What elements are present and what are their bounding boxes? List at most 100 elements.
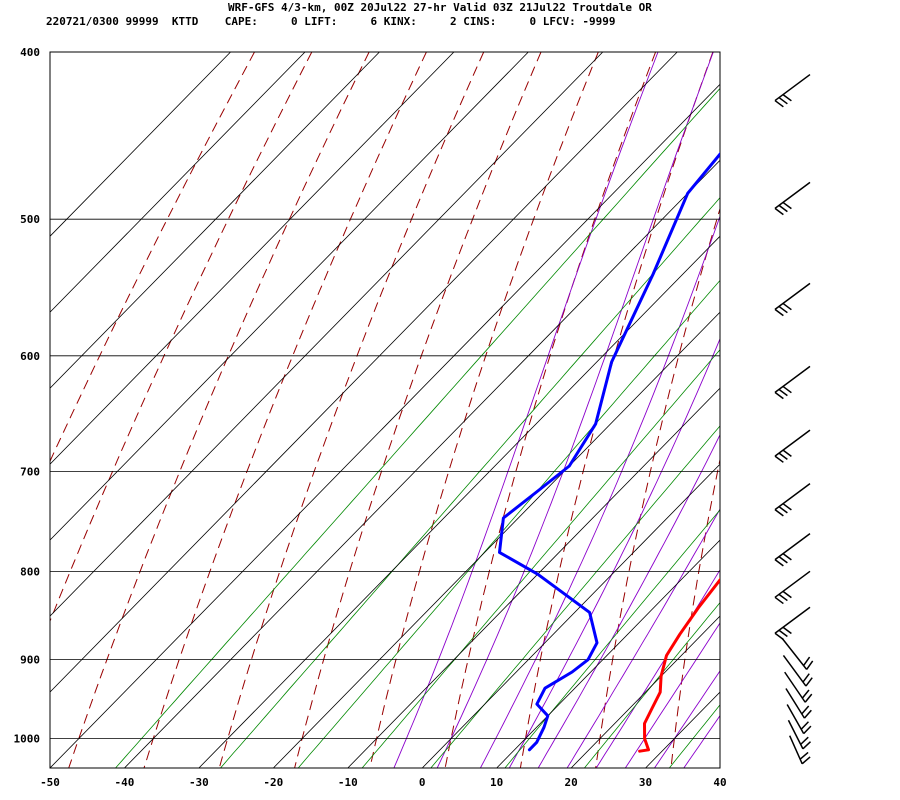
temperature-trace [638, 577, 720, 753]
wind-barb-flag [800, 721, 809, 730]
wind-barb-flag [778, 305, 788, 314]
chart-title: WRF-GFS 4/3-km, 00Z 20Jul22 27-hr Valid … [228, 1, 652, 14]
wind-barb-shaft [774, 282, 811, 311]
isotherm [421, 463, 720, 768]
dry-adiabat [670, 457, 720, 768]
wind-barb-flag [778, 593, 788, 602]
dry-adiabat [595, 207, 720, 768]
wind-barb [774, 483, 811, 517]
dry-adiabat [746, 52, 884, 768]
wind-barb-flag [782, 553, 792, 561]
wind-barb-shaft [774, 533, 811, 561]
isotherm [50, 52, 678, 693]
temperature-tick-label: 10 [490, 776, 503, 789]
wind-barb-flag [782, 590, 792, 599]
temperature-tick-label: 20 [564, 776, 577, 789]
dry-adiabat [519, 52, 714, 768]
wind-barb-flag [778, 204, 788, 213]
moist-adiabat [566, 508, 720, 768]
pressure-tick-label: 800 [20, 565, 40, 578]
isotherm [496, 539, 720, 768]
dry-adiabat [50, 52, 255, 463]
dewpoint-trace [498, 151, 720, 752]
wind-barb-flag [782, 449, 792, 457]
moist-adiabat [728, 52, 900, 768]
wind-barb [789, 735, 811, 765]
wind-barb-flag [778, 96, 788, 105]
wind-barb-flag [803, 709, 812, 719]
dry-adiabat [218, 52, 485, 768]
wind-barb-flag [802, 741, 812, 750]
wind-barb [774, 282, 811, 317]
temperature-tick-label: -20 [263, 776, 283, 789]
wind-barb-shaft [774, 429, 811, 457]
mixing-ratio-line [504, 509, 720, 768]
wind-barb-flag [806, 660, 814, 670]
wind-barb-shaft [782, 654, 807, 687]
dry-adiabat [50, 52, 313, 623]
wind-barb-flag [782, 201, 792, 210]
isotherm [347, 387, 720, 768]
wind-barb-flag [774, 391, 784, 400]
wind-barb-flag [774, 207, 784, 216]
wind-barb-flag [774, 596, 784, 605]
wind-barb [784, 671, 813, 703]
isotherm [50, 52, 306, 313]
pressure-tick-label: 600 [20, 350, 40, 363]
wind-barb-flag [802, 673, 810, 683]
pressure-tick-label: 400 [20, 46, 40, 59]
isotherm [50, 83, 720, 768]
dry-adiabat [822, 52, 900, 768]
wind-barb-flag [774, 559, 784, 567]
wind-barb-flag [782, 385, 792, 394]
wind-barb [774, 606, 811, 641]
isotherm [50, 52, 529, 541]
temperature-tick-label: -40 [115, 776, 135, 789]
wind-barb-shaft [774, 365, 811, 394]
moist-adiabat [624, 622, 720, 768]
mixing-ratio-line [361, 349, 720, 768]
wind-barb-flag [778, 388, 788, 397]
plot-frame [49, 51, 721, 769]
moist-adiabat [436, 52, 714, 768]
wind-barb-flag [804, 693, 813, 703]
wind-barb [774, 365, 811, 400]
temperature-tick-labels: -50 -40 -30 -20 -10 0 10 20 30 40 [40, 776, 727, 789]
isotherm [124, 159, 720, 768]
wind-barb-shaft [774, 606, 811, 634]
wind-barb-shaft [774, 483, 811, 511]
temperature-tick-label: -10 [338, 776, 358, 789]
isotherm [50, 52, 380, 389]
pressure-tick-label: 1000 [14, 733, 41, 746]
wind-barb-flag [782, 302, 792, 311]
wind-barb-flag [774, 308, 784, 317]
plot-area [49, 51, 900, 769]
moist-adiabat [508, 337, 720, 768]
wind-barb-flag [778, 556, 788, 564]
wind-barb-flag [778, 506, 788, 514]
wind-barb-shaft [784, 671, 806, 703]
wind-barb-flag [774, 455, 784, 463]
wind-barb-column [774, 73, 814, 765]
mixing-ratio-line [668, 704, 720, 768]
pressure-tick-label: 900 [20, 654, 40, 667]
dry-adiabat [143, 52, 427, 768]
wind-barb-shaft [785, 688, 806, 719]
wind-barb [774, 533, 811, 567]
wind-barb [781, 637, 814, 670]
wind-barb [786, 704, 812, 735]
wind-barb-flag [774, 632, 784, 641]
wind-barb [774, 73, 811, 108]
wind-barb [782, 654, 813, 687]
wind-barb-shaft [774, 181, 811, 209]
isotherm [719, 767, 720, 768]
wind-barb-flag [774, 99, 784, 108]
wind-barb [774, 570, 811, 605]
wind-barb-flag [782, 503, 792, 511]
wind-barb-shaft [774, 73, 811, 102]
wind-barb-flag [782, 626, 792, 635]
mixing-ratio-line [220, 197, 720, 768]
dry-adiabat [444, 52, 657, 768]
wind-barb-shaft [789, 735, 803, 765]
